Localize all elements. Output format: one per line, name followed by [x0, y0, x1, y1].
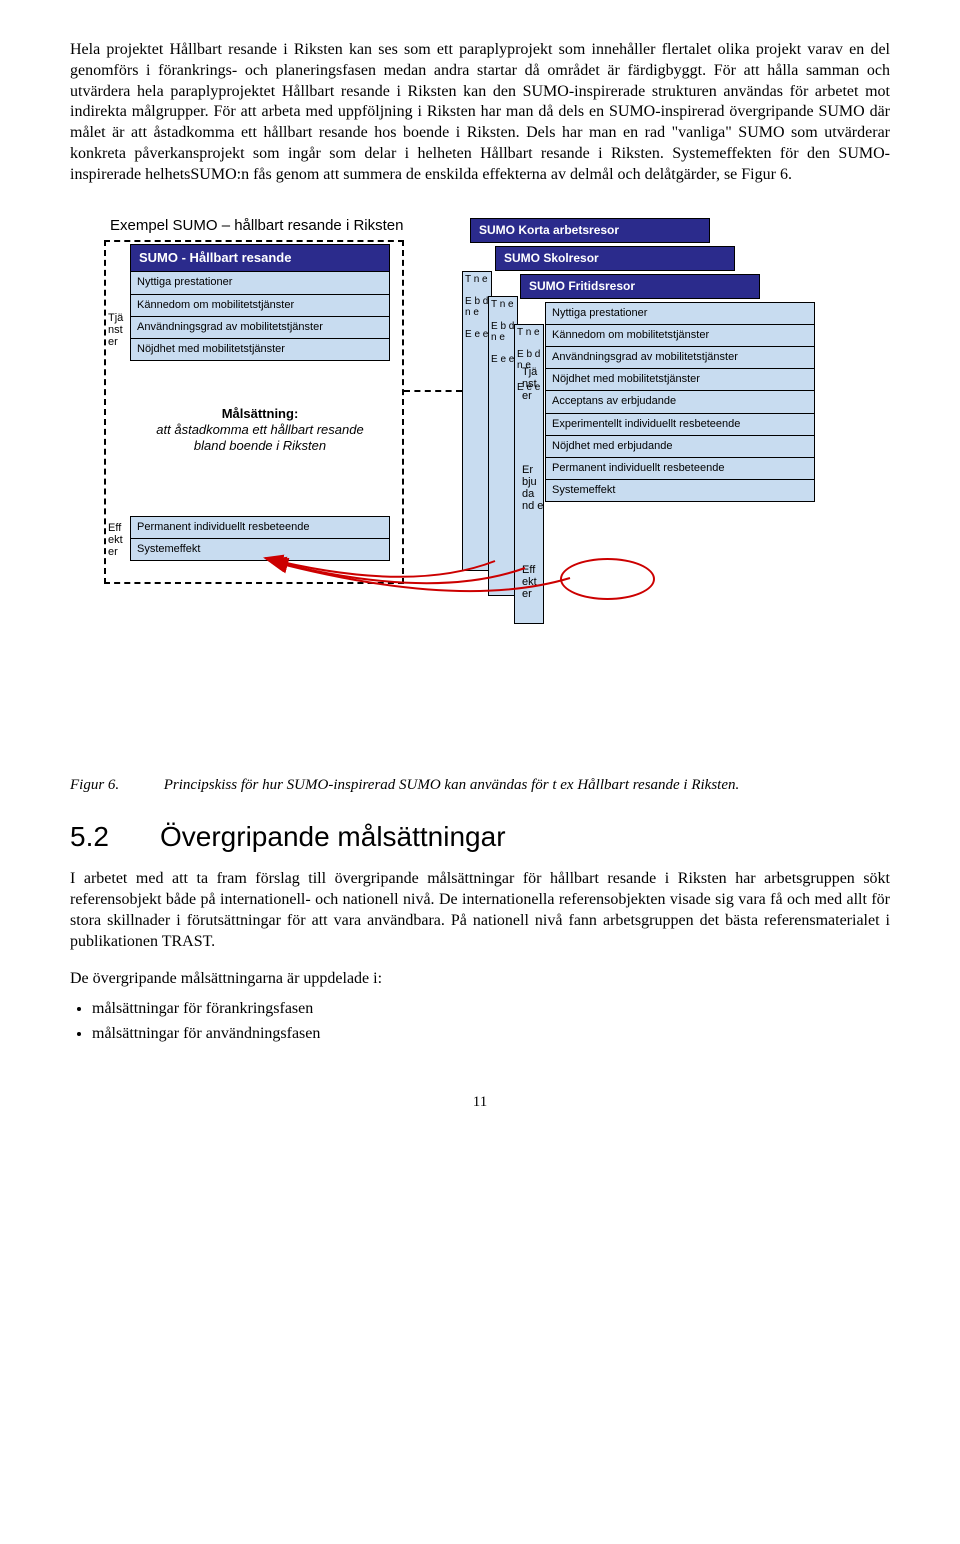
sumo-right-row: Permanent individuellt resbeteende: [545, 458, 815, 480]
sumo-right-block: Nyttiga prestationer Kännedom om mobilit…: [545, 302, 815, 503]
sumo-left-row: Användningsgrad av mobilitetstjänster: [130, 317, 390, 339]
section-number: 5.2: [70, 819, 160, 855]
diagram-title: Exempel SUMO – hållbart resande i Rikste…: [110, 216, 403, 236]
figure-label: Figur 6.: [70, 776, 160, 796]
figure-text: Principskiss för hur SUMO-inspirerad SUM…: [164, 777, 740, 793]
sumo-left-row: Kännedom om mobilitetstjänster: [130, 295, 390, 317]
stack-header-1: SUMO Korta arbetsresor: [470, 218, 710, 244]
erbjudande-label-r: Er bju da nd e: [522, 464, 548, 512]
sumo-left-header: SUMO - Hållbart resande: [130, 244, 390, 273]
stack-header-2: SUMO Skolresor: [495, 246, 735, 272]
sumo-left-block: SUMO - Hållbart resande Nyttiga prestati…: [130, 244, 390, 362]
tjanster-label: Tjä nst er: [108, 312, 134, 348]
intro-paragraph: Hela projektet Hållbart resande i Rikste…: [70, 40, 890, 186]
sumo-right-row: Systemeffekt: [545, 480, 815, 502]
stack-header-3: SUMO Fritidsresor: [520, 274, 760, 300]
sumo-right-row: Acceptans av erbjudande: [545, 391, 815, 413]
dashed-connector: [404, 390, 462, 392]
goal-text: Målsättning: att åstadkomma ett hållbart…: [150, 406, 370, 455]
figure-caption: Figur 6. Principskiss för hur SUMO-inspi…: [70, 776, 890, 796]
goal-bold: Målsättning:: [150, 406, 370, 422]
sumo-left-eff-row: Systemeffekt: [130, 539, 390, 561]
sumo-left-eff-row: Permanent individuellt resbeteende: [130, 516, 390, 539]
sumo-left-effects: Permanent individuellt resbeteende Syste…: [130, 516, 390, 561]
effekter-label-r: Eff ekt er: [522, 564, 548, 600]
sumo-right-row: Användningsgrad av mobilitetstjänster: [545, 347, 815, 369]
tjanster-label-r: Tjä nst er: [522, 366, 548, 402]
bullet-item: målsättningar för förankringsfasen: [92, 999, 890, 1020]
sumo-right-row: Nyttiga prestationer: [545, 302, 815, 325]
sumo-right-row: Kännedom om mobilitetstjänster: [545, 325, 815, 347]
section-heading: 5.2Övergripande målsättningar: [70, 819, 890, 855]
goal-italic: att åstadkomma ett hållbart resande blan…: [150, 422, 370, 455]
sumo-diagram: Exempel SUMO – hållbart resande i Rikste…: [110, 216, 810, 756]
section-para-2: De övergripande målsättningarna är uppde…: [70, 969, 890, 990]
frag: E b d n e: [491, 321, 515, 343]
sumo-right-row: Experimentellt individuellt resbeteende: [545, 414, 815, 436]
bullet-list: målsättningar för förankringsfasen målsä…: [92, 999, 890, 1045]
sumo-right-row: Nöjdhet med erbjudande: [545, 436, 815, 458]
frag: E b d n e: [465, 296, 489, 318]
section-title: Övergripande målsättningar: [160, 821, 506, 852]
frag: E e e: [465, 329, 489, 340]
effekter-label: Eff ekt er: [108, 522, 134, 558]
page-number: 11: [70, 1093, 890, 1113]
red-circle: [560, 558, 655, 600]
frag: E e e: [491, 354, 515, 365]
sumo-left-row: Nyttiga prestationer: [130, 272, 390, 294]
section-para-1: I arbetet med att ta fram förslag till ö…: [70, 869, 890, 952]
sumo-left-row: Nöjdhet med mobilitetstjänster: [130, 339, 390, 361]
sumo-right-row: Nöjdhet med mobilitetstjänster: [545, 369, 815, 391]
bullet-item: målsättningar för användningsfasen: [92, 1024, 890, 1045]
frag: T n e: [465, 274, 489, 285]
frag: T n e: [517, 327, 541, 338]
frag: T n e: [491, 299, 515, 310]
